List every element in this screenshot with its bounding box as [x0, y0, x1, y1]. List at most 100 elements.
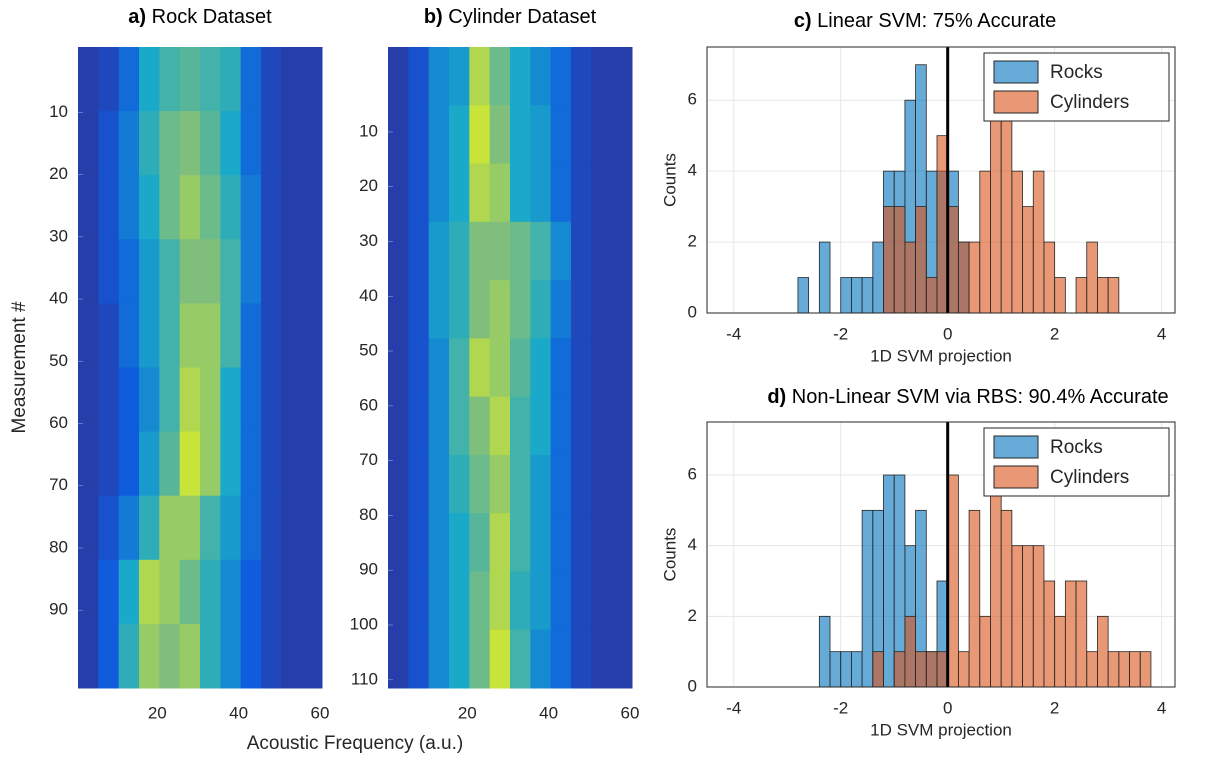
y-tick-label: 20: [49, 164, 68, 183]
heat-cell: [469, 280, 491, 339]
heat-cell: [200, 303, 221, 368]
heat-cell: [550, 105, 572, 165]
y-tick-label: 20: [359, 176, 378, 195]
heat-cell: [388, 280, 409, 339]
heat-cell: [489, 47, 511, 106]
histogram-bar: [957, 651, 970, 688]
heat-cell: [139, 111, 160, 176]
heat-cell: [301, 367, 323, 433]
heat-cell: [611, 47, 633, 106]
heat-cell: [200, 495, 221, 561]
heat-cell: [489, 571, 511, 631]
heat-cell: [388, 571, 409, 631]
histogram-bar: [968, 509, 981, 688]
legend-label: Rocks: [1050, 437, 1103, 458]
heat-cell: [159, 495, 181, 561]
heat-cell: [78, 111, 99, 176]
histogram-bar: [904, 615, 916, 688]
x-tick-label: 0: [943, 324, 952, 343]
y-tick-label: 100: [350, 614, 378, 633]
heat-cell: [489, 513, 511, 572]
heat-cell: [281, 303, 303, 368]
heat-cell: [281, 239, 303, 304]
heat-cell: [281, 367, 303, 433]
heat-cell: [571, 105, 592, 165]
heat-cell: [469, 571, 491, 631]
heat-cell: [98, 303, 120, 368]
x-tick-label: 20: [458, 703, 477, 722]
heat-cell: [240, 111, 262, 176]
heat-cell: [301, 303, 323, 368]
heat-cell: [550, 221, 572, 281]
y-tick-label: 2: [688, 606, 697, 625]
heat-cell: [449, 396, 470, 456]
heat-cell: [159, 175, 181, 240]
histogram-bar: [979, 615, 991, 688]
heat-cell: [139, 47, 160, 112]
panel-label: a): [128, 6, 146, 28]
y-tick-label: 4: [688, 535, 697, 554]
heat-cell: [240, 175, 262, 240]
heat-cell: [159, 559, 181, 625]
histogram-bar: [893, 651, 906, 688]
y-axis-label: Counts: [660, 528, 679, 582]
histogram-bar: [1022, 545, 1034, 688]
histogram-bar: [829, 651, 842, 688]
heat-cell: [530, 513, 552, 572]
heat-cell: [261, 175, 282, 240]
heat-cell: [220, 239, 242, 304]
title-text: Non-Linear SVM via RBS: 90.4% Accurate: [792, 386, 1169, 408]
heat-cell: [200, 239, 221, 304]
histogram-bar: [818, 615, 831, 688]
x-tick-label: -2: [833, 324, 848, 343]
heat-cell: [98, 431, 120, 497]
heat-cell: [139, 559, 160, 625]
heat-cell: [469, 513, 491, 572]
heat-cell: [428, 163, 450, 223]
heat-cell: [388, 629, 409, 689]
heat-cell: [428, 105, 450, 165]
heat-cell: [449, 105, 470, 165]
heat-cell: [118, 431, 140, 497]
heat-cell: [261, 239, 282, 304]
x-tick-label: -2: [833, 698, 848, 717]
heat-cell: [139, 367, 160, 433]
x-tick-label: 60: [621, 703, 640, 722]
heat-cell: [510, 396, 531, 456]
histogram-bar: [861, 277, 874, 314]
y-axis-label: Counts: [660, 153, 679, 207]
heat-cell: [388, 338, 409, 398]
heat-cell: [510, 105, 531, 165]
heat-cell: [530, 629, 552, 689]
heat-cell: [159, 303, 181, 368]
heat-cell: [281, 111, 303, 176]
heat-cell: [611, 163, 633, 223]
x-tick-label: 0: [943, 698, 952, 717]
y-tick-label: 0: [688, 676, 697, 695]
histogram-bar: [915, 206, 927, 314]
chart-title: c) Linear SVM: 75% Accurate: [794, 10, 1056, 32]
histogram-bar: [947, 206, 959, 314]
histogram-bar: [1032, 170, 1045, 314]
heat-cell: [408, 571, 430, 631]
histogram-bar: [1097, 615, 1109, 688]
heat-cell: [550, 163, 572, 223]
histogram-bar: [861, 509, 874, 688]
heat-cell: [591, 105, 613, 165]
histogram-bar: [840, 277, 852, 314]
y-tick-label: 30: [359, 231, 378, 250]
heat-cell: [179, 431, 201, 497]
heat-cell: [200, 47, 221, 112]
histogram-bar: [1054, 615, 1066, 688]
y-tick-label: 60: [49, 413, 68, 432]
histogram-bar: [797, 277, 810, 314]
title-text: Linear SVM: 75% Accurate: [817, 10, 1056, 32]
heat-cell: [388, 454, 409, 514]
heat-cell: [200, 175, 221, 240]
histogram-bar: [1054, 277, 1066, 314]
heat-cell: [550, 454, 572, 514]
histogram-bar: [979, 170, 991, 314]
x-tick-label: 4: [1157, 324, 1166, 343]
heat-cell: [220, 431, 242, 497]
heat-cell: [78, 303, 99, 368]
